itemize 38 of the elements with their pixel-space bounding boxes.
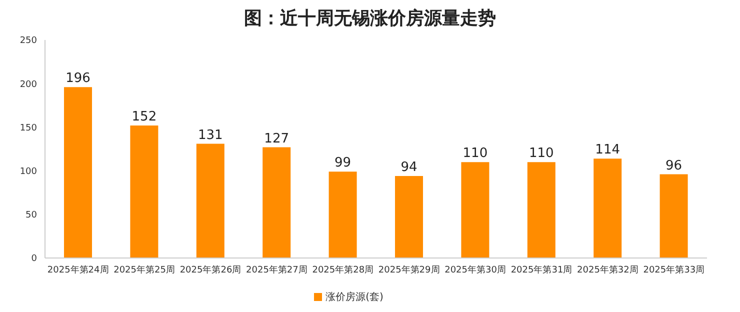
bar bbox=[594, 158, 622, 258]
x-tick-label: 2025年第29周 bbox=[378, 264, 440, 276]
x-tick-label: 2025年第30周 bbox=[444, 264, 506, 276]
data-label: 196 bbox=[66, 71, 90, 86]
data-label: 99 bbox=[334, 156, 352, 171]
bar bbox=[196, 144, 224, 258]
data-label: 94 bbox=[400, 160, 418, 176]
bar bbox=[64, 87, 92, 258]
x-tick-label: 2025年第32周 bbox=[577, 264, 638, 276]
data-label: 110 bbox=[528, 146, 554, 162]
y-tick-label: 100 bbox=[20, 166, 38, 177]
data-label: 110 bbox=[462, 146, 488, 162]
x-tick-label: 2025年第31周 bbox=[510, 264, 572, 276]
bar bbox=[130, 125, 158, 258]
x-tick-label: 2025年第27周 bbox=[246, 264, 308, 276]
bar bbox=[262, 147, 291, 258]
x-tick-label: 2025年第28周 bbox=[312, 264, 374, 276]
bar bbox=[328, 172, 357, 258]
x-tick-label: 2025年第25周 bbox=[114, 264, 175, 276]
x-tick-label: 2025年第24周 bbox=[47, 264, 109, 276]
data-label: 96 bbox=[666, 158, 682, 174]
data-label: 152 bbox=[132, 109, 157, 124]
bar bbox=[527, 162, 556, 258]
y-tick-label: 150 bbox=[20, 123, 38, 134]
data-label: 131 bbox=[198, 128, 223, 143]
bar bbox=[660, 174, 688, 258]
y-tick-label: 250 bbox=[20, 36, 38, 46]
y-tick-label: 0 bbox=[31, 254, 38, 264]
y-tick-label: 200 bbox=[20, 80, 38, 90]
chart-title: 图：近十周无锡涨价房源量走势 bbox=[243, 7, 497, 31]
x-tick-label: 2025年第33周 bbox=[643, 264, 705, 276]
y-tick-label: 50 bbox=[26, 210, 38, 221]
bar bbox=[395, 176, 423, 258]
bar bbox=[461, 162, 490, 258]
x-tick-label: 2025年第26周 bbox=[180, 264, 242, 276]
legend-label: 涨价房源(套) bbox=[326, 292, 384, 303]
data-label: 127 bbox=[264, 131, 290, 146]
data-label: 114 bbox=[595, 142, 620, 158]
